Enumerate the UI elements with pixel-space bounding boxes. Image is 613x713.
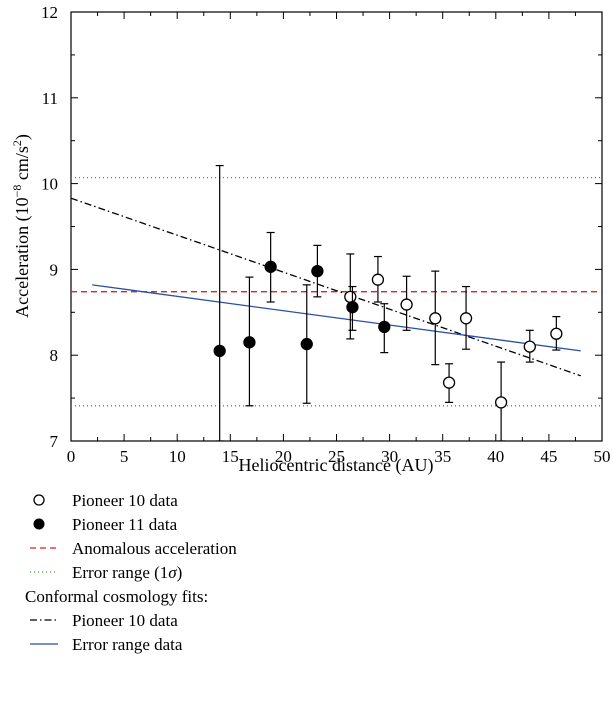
x-tick-label: 15 — [222, 447, 239, 466]
series-line-4 — [71, 197, 581, 377]
pioneer-10-point — [523, 340, 536, 353]
x-tick-label: 40 — [487, 447, 504, 466]
y-tick-label: 12 — [41, 3, 58, 22]
legend-label-fit-error-range: Error range data — [72, 635, 183, 654]
x-tick-label: 35 — [434, 447, 451, 466]
x-tick-label: 20 — [275, 447, 292, 466]
pioneer-10-point — [494, 396, 508, 409]
y-tick-label: 7 — [50, 432, 59, 451]
pioneer-11-point — [243, 336, 256, 349]
legend-marker-pioneer-11 — [33, 518, 45, 530]
pioneer-10-point — [429, 312, 442, 325]
legend-label-error-range: Error range (1σ) — [72, 563, 182, 582]
pioneer-11-point — [346, 301, 359, 314]
pioneer-10-point — [550, 327, 563, 340]
pioneer-10-point — [344, 290, 357, 304]
pioneer-10-point — [371, 273, 385, 286]
x-tick-label: 30 — [381, 447, 398, 466]
x-tick-label: 50 — [594, 447, 611, 466]
series-line-5 — [92, 284, 581, 352]
pioneer-11-point — [378, 320, 391, 334]
y-tick-label: 11 — [42, 89, 58, 108]
legend-label-pioneer-10: Pioneer 10 data — [72, 491, 178, 510]
x-tick-label: 0 — [67, 447, 76, 466]
pioneer-10-point — [400, 298, 413, 311]
x-tick-label: 25 — [328, 447, 345, 466]
y-tick-label: 8 — [50, 346, 59, 365]
x-tick-label: 10 — [169, 447, 186, 466]
pioneer-10-point — [442, 376, 456, 389]
axis-ticks: 0 5 10 15 20 25 30 35 40 45 50 7 8 9 10 11 12 — [41, 3, 611, 466]
legend-marker-pioneer-10 — [33, 494, 45, 506]
plot-frame — [70, 11, 603, 442]
y-axis-title: Acceleration (10−8 cm/s2) — [10, 134, 33, 318]
pioneer-11-point — [311, 264, 324, 278]
x-axis-title: Heliocentric distance (AU) — [239, 455, 434, 476]
x-tick-label: 45 — [540, 447, 557, 466]
legend-label-anomalous: Anomalous acceleration — [72, 539, 237, 558]
legend-heading-conformal: Conformal cosmology fits: — [25, 587, 208, 606]
y-tick-label: 9 — [50, 260, 59, 279]
pioneer-11-point — [300, 337, 313, 351]
legend: Pioneer 10 data Pioneer 11 data Anomalou… — [25, 491, 237, 654]
legend-label-fit-pioneer-10: Pioneer 10 data — [72, 611, 178, 630]
pioneer-11-point — [264, 260, 277, 273]
pioneer-11-point — [213, 344, 226, 358]
x-tick-label: 5 — [120, 447, 129, 466]
pioneer-10-point — [459, 312, 473, 325]
legend-label-pioneer-11: Pioneer 11 data — [72, 515, 178, 534]
plot-area — [71, 164, 602, 441]
y-tick-label: 10 — [41, 175, 58, 194]
